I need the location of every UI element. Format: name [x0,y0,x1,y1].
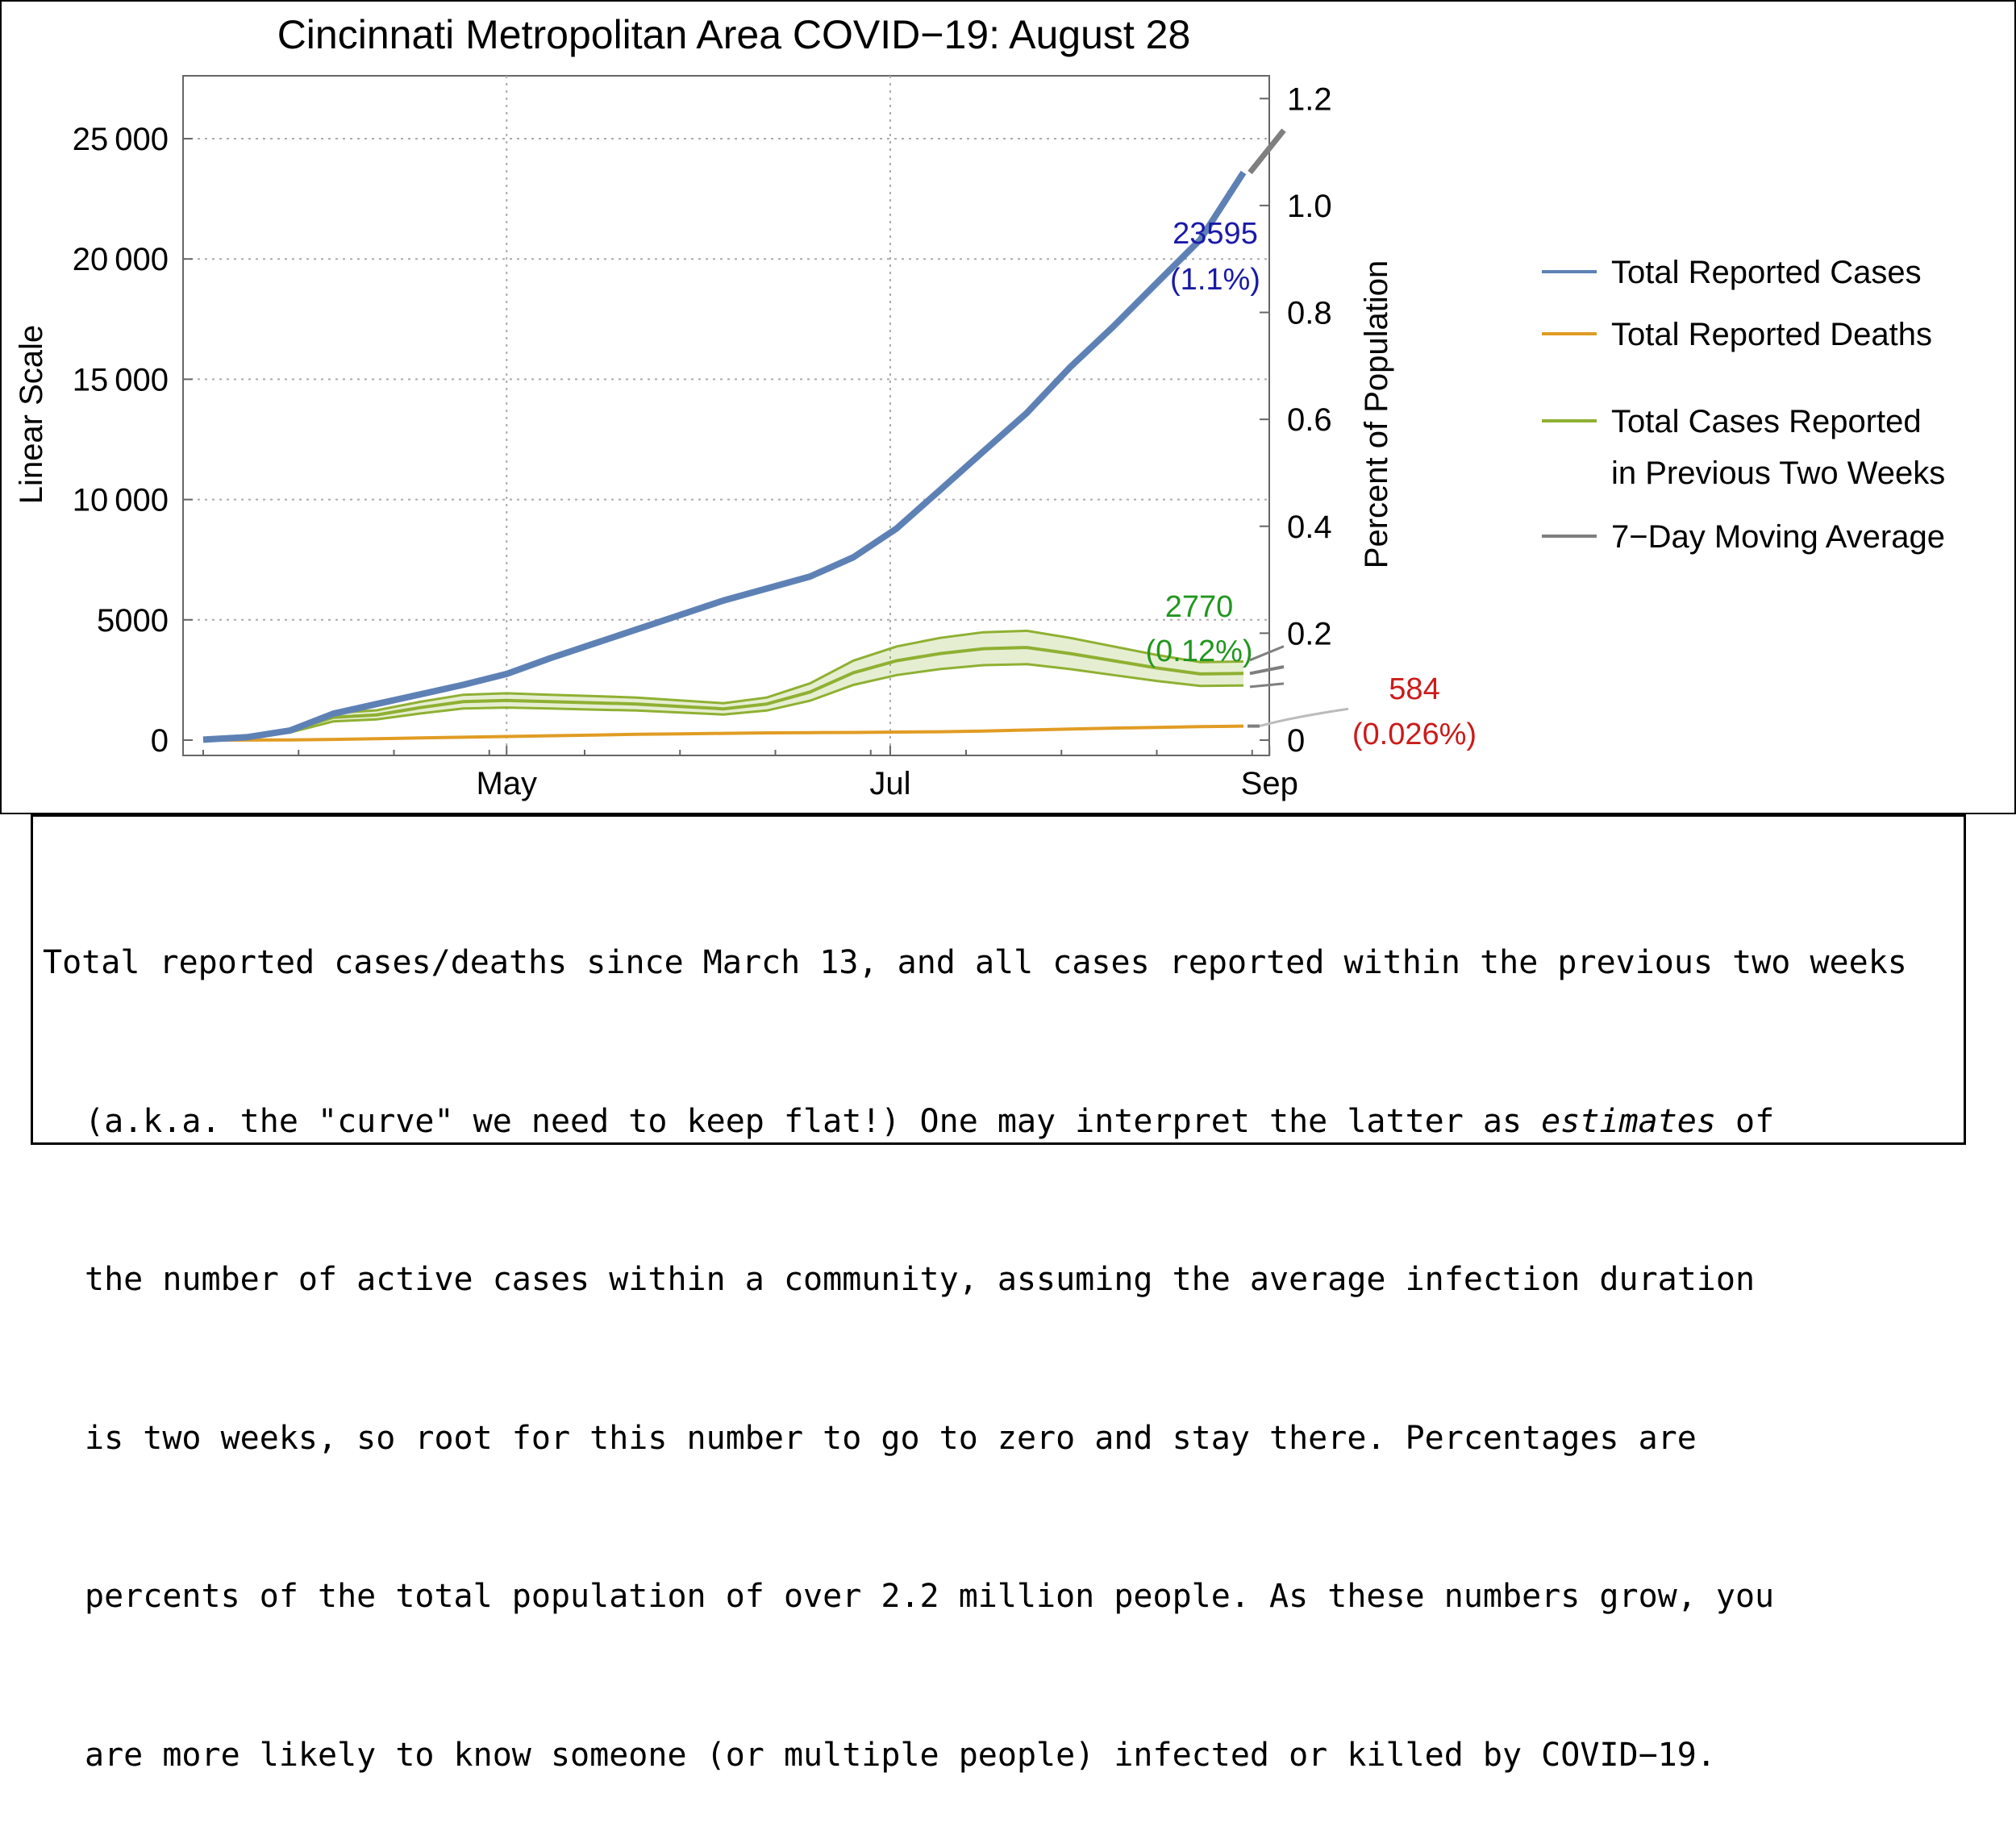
y-tick-label: 15 000 [73,362,169,397]
caption-line-1: Total reported cases/deaths since March … [43,944,1907,981]
annotation-label: (0.026%) [1352,718,1477,751]
y2-tick-label: 0.4 [1287,510,1332,545]
two-week-moving-average-upper [1249,645,1285,662]
y2-tick-label: 1.2 [1287,81,1332,117]
y-tick-label: 25 000 [73,122,169,157]
y-tick-label: 20 000 [73,242,169,277]
annotation-label: (1.1%) [1170,263,1260,297]
x-tick-label: Sep [1241,766,1298,801]
deaths-label-callout [1259,707,1349,728]
caption-line-2-tail: of [1715,1102,1775,1140]
annotation-label: 584 [1389,672,1439,706]
caption-line-2: (a.k.a. the "curve" we need to keep flat… [43,1096,1964,1149]
cases-moving-average [1248,128,1286,175]
annotation-label: 23595 [1173,217,1258,251]
y2-tick-label: 0.6 [1287,402,1332,438]
legend-label: Total Cases Reported [1611,404,1922,439]
y2-tick-label: 0 [1287,723,1305,759]
y-tick-label: 10 000 [73,483,169,518]
two-week-lower-line [202,663,1244,741]
cases-series-line [202,170,1247,743]
legend-label: Total Reported Deaths [1611,317,1932,352]
chart-title: Cincinnati Metropolitan Area COVID−19: A… [277,12,1191,57]
y2-axis-label: Percent of Population [1359,260,1394,568]
annotation-label: 2770 [1165,590,1234,624]
caption-emphasis: estimates [1541,1102,1716,1140]
y2-tick-label: 0.8 [1287,296,1332,331]
chart-svg: Cincinnati Metropolitan Area COVID−19: A… [14,12,1945,801]
caption-box: Total reported cases/deaths since March … [31,814,1966,1774]
y-tick-label: 0 [151,723,169,759]
caption-line-4: is two weeks, so root for this number to… [85,1419,1697,1457]
plot-area [182,75,1270,756]
chart-frame: Cincinnati Metropolitan Area COVID−19: A… [0,0,2016,814]
y-axis-label: Linear Scale [14,325,49,504]
legend-label: 7−Day Moving Average [1611,519,1945,555]
two-week-series-line [202,646,1244,742]
x-tick-label: Jul [869,766,910,801]
deaths-series-line [202,724,1244,742]
legend-label: in Previous Two Weeks [1611,456,1945,491]
caption-line-5: percents of the total population of over… [85,1578,1775,1615]
two-week-moving-average-lower [1249,682,1285,689]
two-week-band [203,630,1243,740]
x-tick-label: May [476,766,537,801]
caption-line-3: the number of active cases within a comm… [85,1261,1756,1298]
two-week-upper-line [202,629,1244,741]
caption-line-6: are more likely to know someone (or mult… [85,1736,1716,1774]
y2-tick-label: 0.2 [1287,616,1332,651]
y2-tick-label: 1.0 [1287,189,1332,224]
y-tick-label: 5000 [97,603,169,639]
legend-label: Total Reported Cases [1611,255,1922,290]
caption-line-2-text: (a.k.a. the "curve" we need to keep flat… [85,1102,1542,1140]
annotation-label: (0.12%) [1145,635,1252,668]
two-week-moving-average [1249,665,1285,676]
